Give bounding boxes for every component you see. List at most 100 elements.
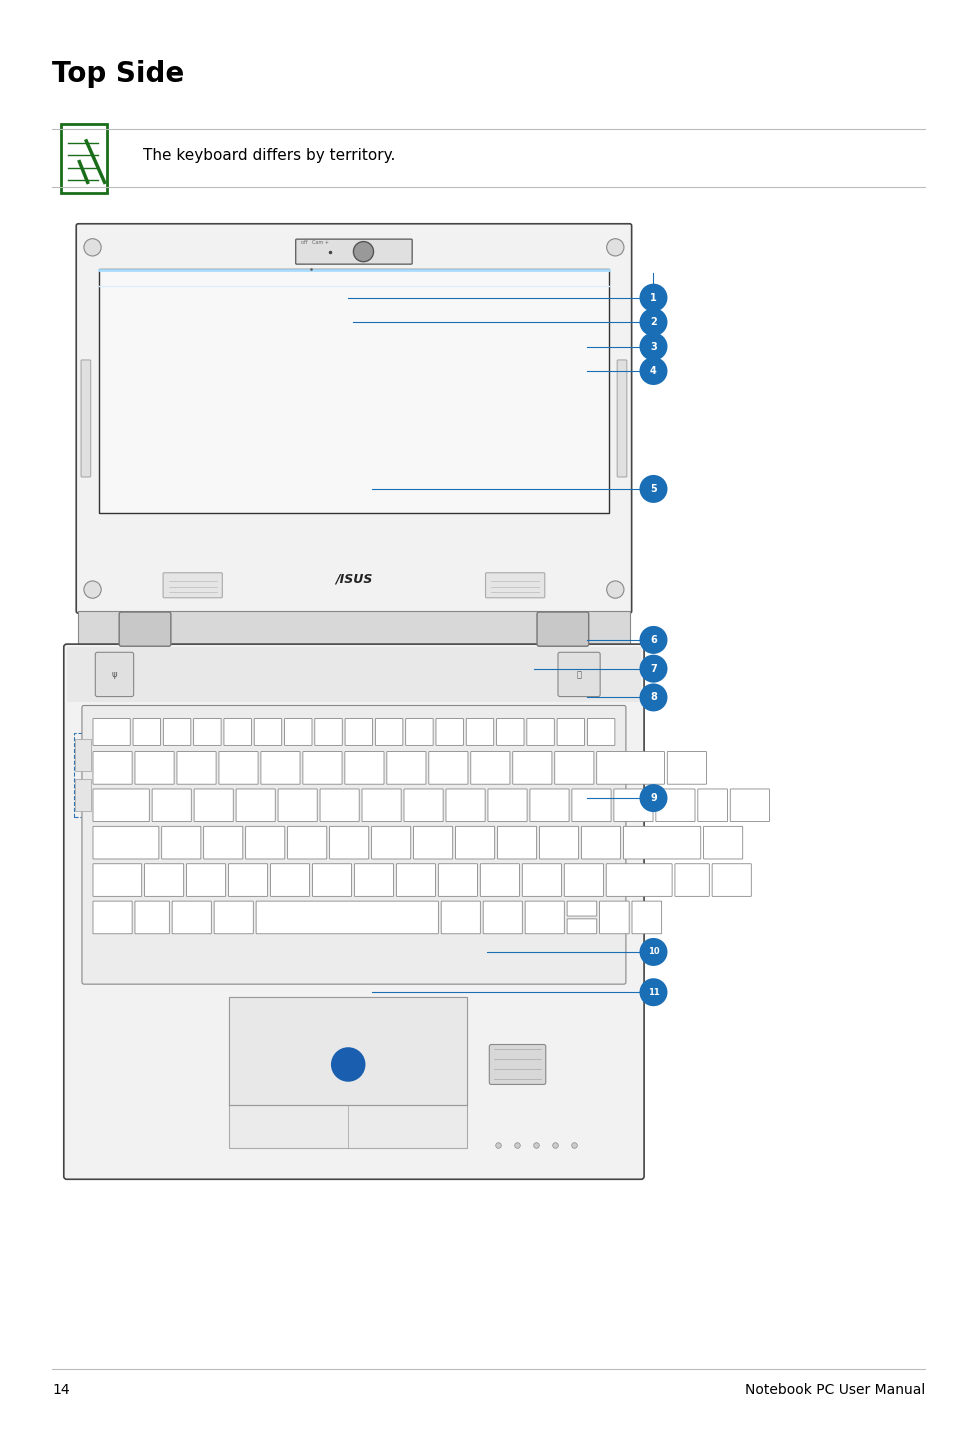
FancyBboxPatch shape xyxy=(605,864,672,896)
FancyBboxPatch shape xyxy=(75,739,91,771)
FancyBboxPatch shape xyxy=(524,902,564,933)
FancyBboxPatch shape xyxy=(666,752,706,784)
Bar xyxy=(99,269,608,513)
FancyBboxPatch shape xyxy=(312,864,352,896)
FancyBboxPatch shape xyxy=(132,719,160,745)
Text: 9: 9 xyxy=(649,794,657,802)
FancyBboxPatch shape xyxy=(375,719,402,745)
FancyBboxPatch shape xyxy=(161,827,201,858)
FancyBboxPatch shape xyxy=(537,613,588,646)
FancyBboxPatch shape xyxy=(563,864,603,896)
FancyBboxPatch shape xyxy=(428,752,468,784)
FancyBboxPatch shape xyxy=(163,719,191,745)
Text: 11: 11 xyxy=(647,988,659,997)
FancyBboxPatch shape xyxy=(526,719,554,745)
FancyBboxPatch shape xyxy=(319,789,359,821)
Text: off   Cam +: off Cam + xyxy=(301,240,329,246)
FancyBboxPatch shape xyxy=(521,864,561,896)
FancyBboxPatch shape xyxy=(437,864,477,896)
FancyBboxPatch shape xyxy=(702,827,742,858)
FancyBboxPatch shape xyxy=(445,789,485,821)
FancyBboxPatch shape xyxy=(538,827,578,858)
FancyBboxPatch shape xyxy=(655,789,695,821)
FancyBboxPatch shape xyxy=(413,827,453,858)
FancyBboxPatch shape xyxy=(587,719,615,745)
Text: 8: 8 xyxy=(649,693,657,702)
FancyBboxPatch shape xyxy=(329,827,369,858)
FancyBboxPatch shape xyxy=(529,789,569,821)
FancyBboxPatch shape xyxy=(284,719,312,745)
FancyBboxPatch shape xyxy=(395,864,436,896)
Text: 7: 7 xyxy=(649,664,657,673)
FancyBboxPatch shape xyxy=(674,864,709,896)
Text: 5: 5 xyxy=(649,485,657,493)
FancyBboxPatch shape xyxy=(496,719,523,745)
FancyBboxPatch shape xyxy=(92,789,150,821)
FancyBboxPatch shape xyxy=(361,789,401,821)
FancyBboxPatch shape xyxy=(485,572,544,598)
FancyBboxPatch shape xyxy=(82,706,625,984)
Circle shape xyxy=(639,332,667,361)
FancyBboxPatch shape xyxy=(314,719,342,745)
FancyBboxPatch shape xyxy=(470,752,510,784)
Bar xyxy=(67,647,640,702)
Text: 1: 1 xyxy=(649,293,657,302)
FancyBboxPatch shape xyxy=(134,752,174,784)
FancyBboxPatch shape xyxy=(255,902,438,933)
FancyBboxPatch shape xyxy=(92,752,132,784)
Circle shape xyxy=(639,978,667,1007)
FancyBboxPatch shape xyxy=(566,919,597,933)
FancyBboxPatch shape xyxy=(277,789,317,821)
FancyBboxPatch shape xyxy=(64,644,643,1179)
FancyBboxPatch shape xyxy=(134,902,170,933)
FancyBboxPatch shape xyxy=(697,789,727,821)
FancyBboxPatch shape xyxy=(596,752,664,784)
FancyBboxPatch shape xyxy=(81,360,91,477)
FancyBboxPatch shape xyxy=(386,752,426,784)
Circle shape xyxy=(639,283,667,312)
FancyBboxPatch shape xyxy=(61,124,107,193)
FancyBboxPatch shape xyxy=(92,864,142,896)
FancyBboxPatch shape xyxy=(497,827,537,858)
FancyBboxPatch shape xyxy=(557,719,584,745)
FancyBboxPatch shape xyxy=(479,864,519,896)
FancyBboxPatch shape xyxy=(92,827,159,858)
FancyBboxPatch shape xyxy=(631,902,661,933)
FancyBboxPatch shape xyxy=(455,827,495,858)
FancyBboxPatch shape xyxy=(119,613,171,646)
Bar xyxy=(229,997,467,1148)
FancyBboxPatch shape xyxy=(95,653,133,696)
FancyBboxPatch shape xyxy=(163,572,222,598)
FancyBboxPatch shape xyxy=(270,864,310,896)
Circle shape xyxy=(606,239,623,256)
FancyBboxPatch shape xyxy=(228,864,268,896)
Text: 14: 14 xyxy=(52,1383,70,1398)
FancyBboxPatch shape xyxy=(75,779,91,811)
FancyBboxPatch shape xyxy=(711,864,751,896)
FancyBboxPatch shape xyxy=(186,864,226,896)
Text: 4: 4 xyxy=(649,367,657,375)
FancyBboxPatch shape xyxy=(92,902,132,933)
Circle shape xyxy=(353,242,374,262)
Circle shape xyxy=(639,357,667,385)
FancyBboxPatch shape xyxy=(245,827,285,858)
Circle shape xyxy=(84,581,101,598)
FancyBboxPatch shape xyxy=(598,902,629,933)
FancyBboxPatch shape xyxy=(193,789,233,821)
FancyBboxPatch shape xyxy=(371,827,411,858)
FancyBboxPatch shape xyxy=(92,719,131,745)
FancyBboxPatch shape xyxy=(403,789,443,821)
FancyBboxPatch shape xyxy=(436,719,463,745)
FancyBboxPatch shape xyxy=(440,902,480,933)
FancyBboxPatch shape xyxy=(253,719,281,745)
FancyBboxPatch shape xyxy=(203,827,243,858)
Circle shape xyxy=(639,475,667,503)
Text: 2: 2 xyxy=(649,318,657,326)
FancyBboxPatch shape xyxy=(345,719,373,745)
FancyBboxPatch shape xyxy=(213,902,253,933)
FancyBboxPatch shape xyxy=(172,902,212,933)
FancyBboxPatch shape xyxy=(512,752,552,784)
FancyBboxPatch shape xyxy=(482,902,522,933)
FancyBboxPatch shape xyxy=(152,789,192,821)
Text: Top Side: Top Side xyxy=(52,60,185,88)
